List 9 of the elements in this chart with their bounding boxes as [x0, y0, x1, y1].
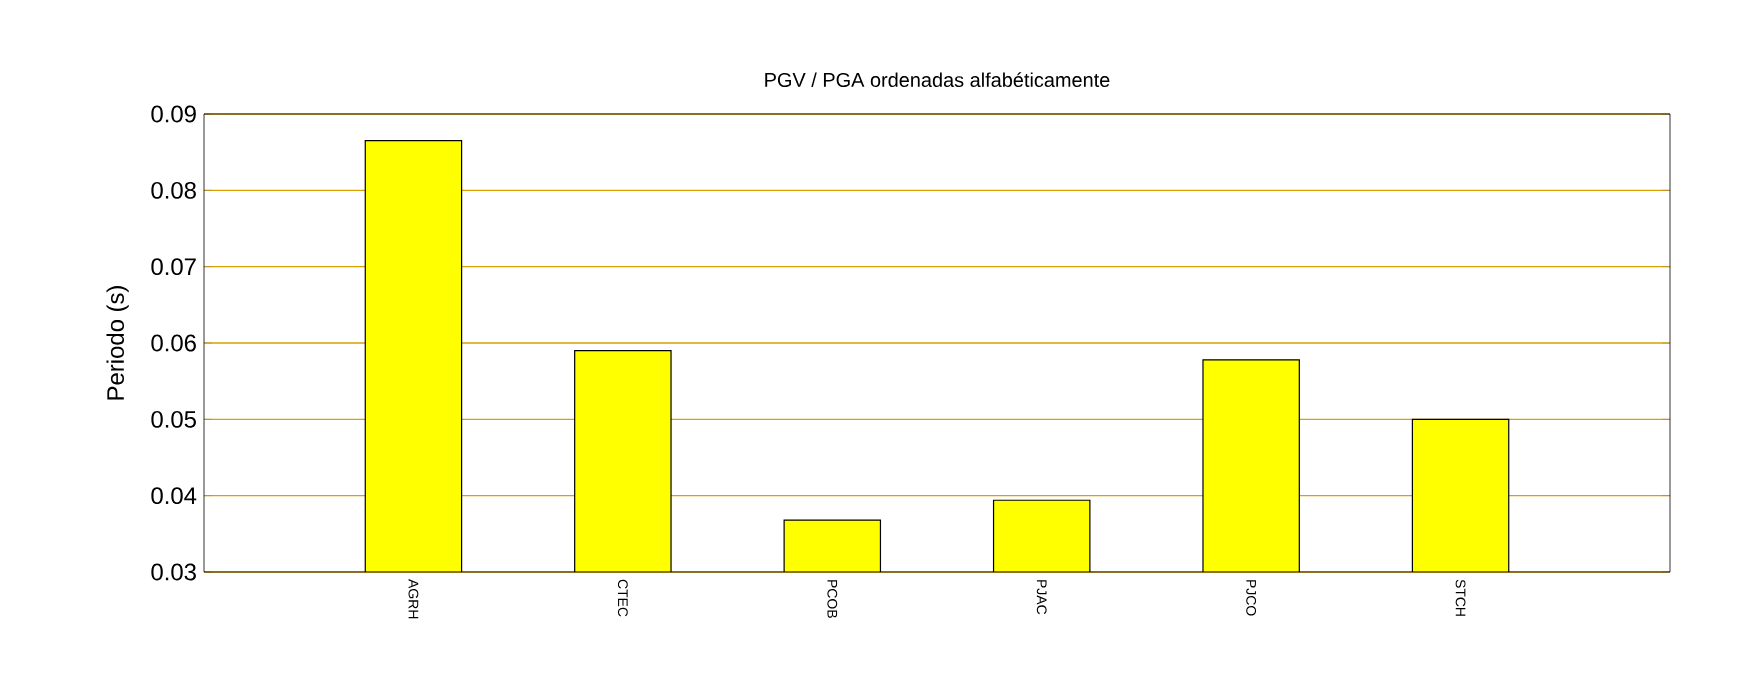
y-tick-label: 0.07: [151, 258, 196, 276]
y-tick-label: 0.06: [151, 334, 196, 352]
y-tick-label: 0.08: [151, 181, 196, 199]
y-tick-label: 0.05: [151, 410, 196, 428]
y-axis-title: Periodo (s): [106, 286, 129, 400]
y-tick-label: 0.03: [151, 563, 196, 581]
chart-title: PGV / PGA ordenadas alfabéticamente: [765, 72, 1110, 87]
y-tick-label: 0.09: [151, 105, 196, 123]
y-tick-label: 0.04: [151, 487, 197, 505]
